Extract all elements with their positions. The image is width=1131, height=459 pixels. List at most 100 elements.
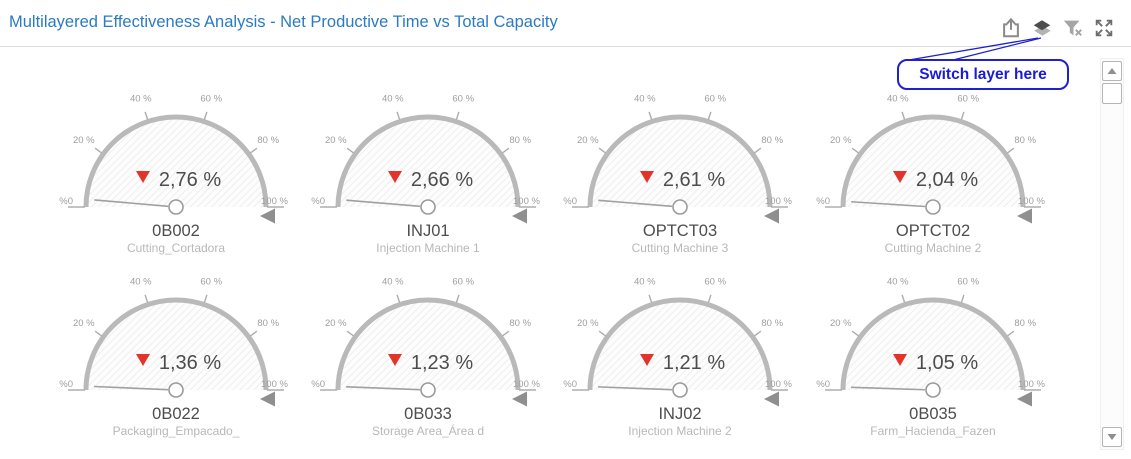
trend-down-icon (893, 354, 907, 366)
gauge-fill (590, 117, 770, 207)
gauge-name: 0B002 (152, 222, 200, 240)
gauge-tick-label: 80 % (1014, 135, 1036, 146)
gauge-description: Farm_Hacienda_Fazen (870, 424, 995, 438)
gauge-tile-INJ01[interactable]: 20 % 40 % 60 % 80 % %0 100 % 2,66 % INJ01 Inject… (308, 86, 548, 266)
header-divider (0, 46, 1131, 47)
gauge-ticks (825, 294, 1041, 391)
layers-icon[interactable] (1031, 17, 1053, 39)
gauge-fill (843, 300, 1023, 390)
gauge-target-marker (260, 208, 275, 224)
gauge-tick-label: 20 % (577, 135, 599, 146)
gauge-target-marker (512, 391, 527, 407)
gauge-name: INJ01 (406, 222, 449, 240)
gauge-needle (346, 386, 421, 391)
fullscreen-icon[interactable] (1093, 17, 1115, 39)
gauge-tick-label: 40 % (130, 277, 152, 288)
export-icon[interactable] (1000, 17, 1022, 39)
trend-down-icon (136, 171, 150, 183)
gauge-description: Injection Machine 2 (628, 424, 732, 438)
gauge-ticks (572, 294, 788, 391)
gauge-target-marker (512, 208, 527, 224)
scrollbar-thumb[interactable] (1102, 83, 1122, 104)
gauge-chart: 20 % 40 % 60 % 80 % %0 100 % 1,36 % 0B022Packag… (59, 277, 288, 438)
gauge-chart: 20 % 40 % 60 % 80 % %0 100 % 2,61 % OPTCT03Cutt… (563, 94, 792, 255)
gauge-needle (851, 200, 926, 208)
gauge-name: 0B035 (909, 405, 957, 423)
switch-layer-tooltip-label: Switch layer here (919, 65, 1047, 83)
gauge-tick-label: 60 % (957, 277, 979, 288)
gauge-tick-label: %0 (59, 379, 73, 390)
gauge-tick-label: 60 % (704, 277, 726, 288)
gauge-tick-label: 20 % (577, 318, 599, 329)
gauge-needle (94, 385, 169, 391)
gauge-chart: 20 % 40 % 60 % 80 % %0 100 % 2,04 % OPTCT02Cutt… (816, 94, 1045, 255)
gauge-tick-label: 20 % (73, 318, 95, 329)
gauge-needle (94, 199, 169, 208)
vertical-scrollbar[interactable] (1100, 58, 1124, 450)
gauge-name: OPTCT03 (643, 222, 717, 240)
gauge-tick-label: %0 (563, 196, 577, 207)
gauge-needle (598, 386, 673, 391)
gauge-tile-INJ02[interactable]: 20 % 40 % 60 % 80 % %0 100 % 1,21 % INJ02 Inject… (560, 269, 800, 449)
gauge-value: 1,36 % (159, 352, 221, 374)
gauge-target-marker (260, 391, 275, 407)
trend-down-icon (388, 354, 402, 366)
trend-down-icon (640, 171, 654, 183)
gauge-value: 2,66 % (411, 169, 473, 191)
callout-pointer-lines (902, 37, 1042, 62)
gauge-value: 1,05 % (916, 352, 978, 374)
gauge-needle-pivot (925, 382, 941, 398)
trend-down-icon (893, 171, 907, 183)
gauge-ticks (68, 294, 284, 391)
gauge-target-marker (764, 391, 779, 407)
scroll-down-icon (1107, 434, 1117, 440)
gauge-ticks (68, 111, 284, 208)
gauge-tick-label: %0 (816, 379, 830, 390)
gauge-chart: 20 % 40 % 60 % 80 % %0 100 % 1,23 % 0B033Storag… (311, 277, 540, 438)
filter-clear-icon[interactable] (1062, 17, 1084, 39)
gauge-tick-label: 20 % (73, 135, 95, 146)
gauge-needle-pivot (168, 199, 184, 215)
gauge-tick-label: 100 % (765, 379, 792, 390)
scroll-up-button[interactable] (1102, 61, 1122, 81)
gauge-target-marker (764, 208, 779, 224)
gauge-tile-0B033[interactable]: 20 % 40 % 60 % 80 % %0 100 % 1,23 % 0B033 Storag… (308, 269, 548, 449)
gauge-ticks (572, 111, 788, 208)
gauge-needle-pivot (168, 382, 184, 398)
gauge-tile-OPTCT03[interactable]: 20 % 40 % 60 % 80 % %0 100 % 2,61 % OPTCT03 Cutt… (560, 86, 800, 266)
trend-down-icon (136, 354, 150, 366)
gauge-arc (83, 114, 269, 208)
gauge-tile-0B002[interactable]: 20 % 40 % 60 % 80 % %0 100 % 2,76 % 0B002 Cuttin… (56, 86, 296, 266)
gauge-needle (598, 199, 673, 208)
gauge-arc (587, 297, 773, 391)
gauge-tick-label: 100 % (261, 379, 288, 390)
gauge-fill (338, 300, 518, 390)
gauge-tick-label: 80 % (761, 135, 783, 146)
gauge-tick-label: %0 (563, 379, 577, 390)
gauge-needle (346, 199, 421, 208)
gauge-target-marker (1017, 391, 1032, 407)
gauge-tick-label: 40 % (887, 94, 909, 105)
gauge-value: 2,04 % (916, 169, 978, 191)
gauge-needle-pivot (420, 382, 436, 398)
gauge-tile-OPTCT02[interactable]: 20 % 40 % 60 % 80 % %0 100 % 2,04 % OPTCT02 Cutt… (813, 86, 1053, 266)
gauge-tick-label: 100 % (765, 196, 792, 207)
gauge-tick-label: 40 % (634, 277, 656, 288)
gauge-ticks (825, 111, 1041, 208)
gauge-tile-0B022[interactable]: 20 % 40 % 60 % 80 % %0 100 % 1,36 % 0B022 Packag… (56, 269, 296, 449)
scroll-down-button[interactable] (1102, 427, 1122, 447)
gauge-value: 2,61 % (663, 169, 725, 191)
gauge-tick-label: 100 % (261, 196, 288, 207)
gauge-tick-label: 40 % (130, 94, 152, 105)
gauge-tile-0B035[interactable]: 20 % 40 % 60 % 80 % %0 100 % 1,05 % 0B035 Farm_H… (813, 269, 1053, 449)
gauge-fill (590, 300, 770, 390)
gauge-name: 0B022 (152, 405, 200, 423)
gauge-tick-label: 40 % (382, 94, 404, 105)
gauge-ticks (320, 111, 536, 208)
gauge-ticks (320, 294, 536, 391)
trend-down-icon (388, 171, 402, 183)
gauge-fill (86, 117, 266, 207)
gauge-tick-label: 40 % (634, 94, 656, 105)
gauge-arc (840, 114, 1026, 208)
gauge-tick-label: 60 % (957, 94, 979, 105)
